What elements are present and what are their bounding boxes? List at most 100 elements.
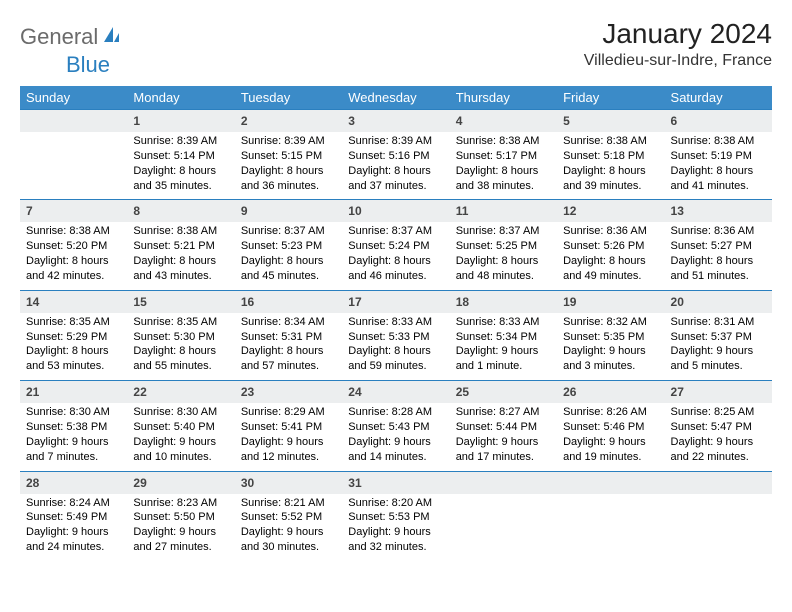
day-header: Monday — [127, 86, 234, 109]
day-number: 27 — [671, 385, 684, 399]
day-details: Sunrise: 8:24 AMSunset: 5:49 PMDaylight:… — [20, 494, 127, 561]
calendar-cell: 26 Sunrise: 8:26 AMSunset: 5:46 PMDayligh… — [557, 380, 664, 470]
calendar-cell: 15 Sunrise: 8:35 AMSunset: 5:30 PMDayligh… — [127, 290, 234, 380]
day-details: Sunrise: 8:37 AMSunset: 5:24 PMDaylight:… — [342, 222, 449, 289]
day-number: 31 — [348, 476, 361, 490]
day-details: Sunrise: 8:37 AMSunset: 5:23 PMDaylight:… — [235, 222, 342, 289]
day-number: 9 — [241, 204, 248, 218]
calendar-cell: 28 Sunrise: 8:24 AMSunset: 5:49 PMDayligh… — [20, 471, 127, 561]
calendar-cell: 31 Sunrise: 8:20 AMSunset: 5:53 PMDayligh… — [342, 471, 449, 561]
day-number: 14 — [26, 295, 39, 309]
calendar-cell: 1 Sunrise: 8:39 AMSunset: 5:14 PMDaylight… — [127, 109, 234, 199]
logo: General — [20, 24, 124, 50]
day-number: 10 — [348, 204, 361, 218]
calendar-cell — [557, 471, 664, 561]
day-number: 8 — [133, 204, 140, 218]
calendar-cell: 11Sunrise: 8:37 AMSunset: 5:25 PMDayligh… — [450, 199, 557, 289]
day-details: Sunrise: 8:25 AMSunset: 5:47 PMDaylight:… — [665, 403, 772, 470]
day-header: Sunday — [20, 86, 127, 109]
logo-text-blue: Blue — [66, 52, 110, 77]
day-number: 26 — [563, 385, 576, 399]
day-number: 22 — [133, 385, 146, 399]
calendar-cell: 24 Sunrise: 8:28 AMSunset: 5:43 PMDayligh… — [342, 380, 449, 470]
day-details: Sunrise: 8:30 AMSunset: 5:38 PMDaylight:… — [20, 403, 127, 470]
day-header: Tuesday — [235, 86, 342, 109]
day-number: 19 — [563, 295, 576, 309]
day-header: Wednesday — [342, 86, 449, 109]
day-details: Sunrise: 8:38 AMSunset: 5:17 PMDaylight:… — [450, 132, 557, 199]
calendar-cell: 30 Sunrise: 8:21 AMSunset: 5:52 PMDayligh… — [235, 471, 342, 561]
calendar-cell: 25 Sunrise: 8:27 AMSunset: 5:44 PMDayligh… — [450, 380, 557, 470]
calendar-cell: 13 Sunrise: 8:36 AMSunset: 5:27 PMDayligh… — [665, 199, 772, 289]
day-header: Saturday — [665, 86, 772, 109]
calendar-cell: 27 Sunrise: 8:25 AMSunset: 5:47 PMDayligh… — [665, 380, 772, 470]
day-number: 25 — [456, 385, 469, 399]
calendar-cell: 21 Sunrise: 8:30 AMSunset: 5:38 PMDayligh… — [20, 380, 127, 470]
calendar-cell: 9 Sunrise: 8:37 AMSunset: 5:23 PMDaylight… — [235, 199, 342, 289]
calendar-cell: 14Sunrise: 8:35 AMSunset: 5:29 PMDayligh… — [20, 290, 127, 380]
day-number: 18 — [456, 295, 469, 309]
day-details: Sunrise: 8:39 AMSunset: 5:14 PMDaylight:… — [127, 132, 234, 199]
day-details: Sunrise: 8:38 AMSunset: 5:18 PMDaylight:… — [557, 132, 664, 199]
day-header: Friday — [557, 86, 664, 109]
day-details: Sunrise: 8:36 AMSunset: 5:27 PMDaylight:… — [665, 222, 772, 289]
day-details: Sunrise: 8:21 AMSunset: 5:52 PMDaylight:… — [235, 494, 342, 561]
calendar-cell: 19 Sunrise: 8:32 AMSunset: 5:35 PMDayligh… — [557, 290, 664, 380]
day-details: Sunrise: 8:33 AMSunset: 5:34 PMDaylight:… — [450, 313, 557, 380]
day-details: Sunrise: 8:38 AMSunset: 5:21 PMDaylight:… — [127, 222, 234, 289]
day-number: 1 — [133, 114, 140, 128]
day-number: 23 — [241, 385, 254, 399]
day-details: Sunrise: 8:26 AMSunset: 5:46 PMDaylight:… — [557, 403, 664, 470]
day-number: 7 — [26, 204, 33, 218]
calendar-cell: 5 Sunrise: 8:38 AMSunset: 5:18 PMDaylight… — [557, 109, 664, 199]
calendar-cell: 18 Sunrise: 8:33 AMSunset: 5:34 PMDayligh… — [450, 290, 557, 380]
day-number: 24 — [348, 385, 361, 399]
calendar-cell: 29Sunrise: 8:23 AMSunset: 5:50 PMDayligh… — [127, 471, 234, 561]
calendar-table: SundayMondayTuesdayWednesdayThursdayFrid… — [20, 86, 772, 561]
day-number: 2 — [241, 114, 248, 128]
day-details: Sunrise: 8:37 AMSunset: 5:25 PMDaylight:… — [450, 222, 557, 289]
day-number: 13 — [671, 204, 684, 218]
calendar-cell: 7 Sunrise: 8:38 AMSunset: 5:20 PMDaylight… — [20, 199, 127, 289]
day-details: Sunrise: 8:35 AMSunset: 5:30 PMDaylight:… — [127, 313, 234, 380]
day-details: Sunrise: 8:20 AMSunset: 5:53 PMDaylight:… — [342, 494, 449, 561]
day-details: Sunrise: 8:39 AMSunset: 5:16 PMDaylight:… — [342, 132, 449, 199]
calendar-cell: 8 Sunrise: 8:38 AMSunset: 5:21 PMDaylight… — [127, 199, 234, 289]
month-title: January 2024 — [584, 18, 772, 50]
calendar-cell: 17Sunrise: 8:33 AMSunset: 5:33 PMDayligh… — [342, 290, 449, 380]
day-number: 16 — [241, 295, 254, 309]
calendar-cell: 4 Sunrise: 8:38 AMSunset: 5:17 PMDaylight… — [450, 109, 557, 199]
calendar-cell: 3 Sunrise: 8:39 AMSunset: 5:16 PMDaylight… — [342, 109, 449, 199]
day-number: 5 — [563, 114, 570, 128]
calendar-cell: 10 Sunrise: 8:37 AMSunset: 5:24 PMDayligh… — [342, 199, 449, 289]
day-details: Sunrise: 8:34 AMSunset: 5:31 PMDaylight:… — [235, 313, 342, 380]
logo-sail-icon — [102, 25, 122, 50]
calendar-cell: 2 Sunrise: 8:39 AMSunset: 5:15 PMDaylight… — [235, 109, 342, 199]
day-header: Thursday — [450, 86, 557, 109]
day-details: Sunrise: 8:27 AMSunset: 5:44 PMDaylight:… — [450, 403, 557, 470]
calendar-cell — [20, 109, 127, 199]
day-details: Sunrise: 8:38 AMSunset: 5:19 PMDaylight:… — [665, 132, 772, 199]
day-number: 3 — [348, 114, 355, 128]
day-number: 4 — [456, 114, 463, 128]
day-details: Sunrise: 8:29 AMSunset: 5:41 PMDaylight:… — [235, 403, 342, 470]
day-number: 21 — [26, 385, 39, 399]
day-details: Sunrise: 8:39 AMSunset: 5:15 PMDaylight:… — [235, 132, 342, 199]
calendar-cell: 16 Sunrise: 8:34 AMSunset: 5:31 PMDayligh… — [235, 290, 342, 380]
calendar-cell — [450, 471, 557, 561]
day-number: 30 — [241, 476, 254, 490]
day-details: Sunrise: 8:36 AMSunset: 5:26 PMDaylight:… — [557, 222, 664, 289]
day-number: 28 — [26, 476, 39, 490]
day-details: Sunrise: 8:32 AMSunset: 5:35 PMDaylight:… — [557, 313, 664, 380]
day-details: Sunrise: 8:28 AMSunset: 5:43 PMDaylight:… — [342, 403, 449, 470]
day-details: Sunrise: 8:38 AMSunset: 5:20 PMDaylight:… — [20, 222, 127, 289]
day-number: 12 — [563, 204, 576, 218]
day-number: 20 — [671, 295, 684, 309]
day-number: 15 — [133, 295, 146, 309]
calendar-cell: 23 Sunrise: 8:29 AMSunset: 5:41 PMDayligh… — [235, 380, 342, 470]
calendar-cell: 6Sunrise: 8:38 AMSunset: 5:19 PMDaylight… — [665, 109, 772, 199]
day-details: Sunrise: 8:31 AMSunset: 5:37 PMDaylight:… — [665, 313, 772, 380]
calendar-cell: 12 Sunrise: 8:36 AMSunset: 5:26 PMDayligh… — [557, 199, 664, 289]
day-details: Sunrise: 8:23 AMSunset: 5:50 PMDaylight:… — [127, 494, 234, 561]
day-number: 17 — [348, 295, 361, 309]
